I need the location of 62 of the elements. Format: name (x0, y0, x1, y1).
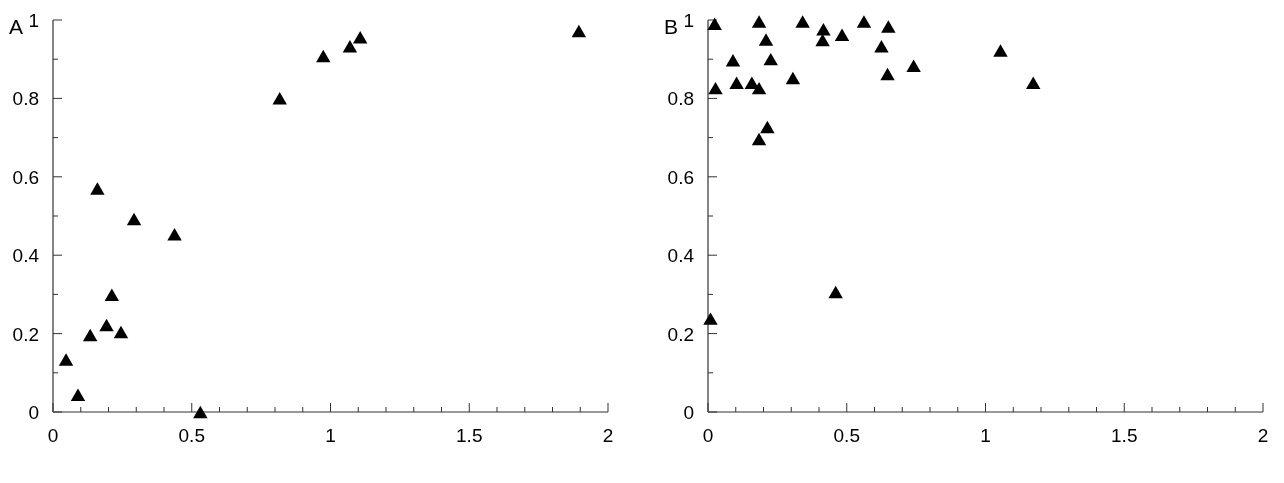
point (751, 132, 767, 146)
y-tick-label: 0.2 (12, 323, 39, 345)
point (272, 92, 287, 105)
point (828, 285, 843, 299)
point (1026, 76, 1041, 89)
point (880, 67, 895, 81)
point (571, 24, 587, 38)
y-tick-label: 0.4 (12, 245, 40, 267)
y-tick-label: 0.4 (667, 245, 695, 267)
point (906, 59, 921, 73)
x-tick-label: 0.5 (833, 425, 860, 446)
x-tick-label: 1 (980, 425, 991, 446)
point (193, 405, 208, 419)
point (758, 33, 774, 46)
point (751, 81, 767, 95)
chart-title: A (8, 15, 24, 38)
point (90, 182, 105, 195)
point (725, 54, 741, 67)
x-tick-label: 2 (602, 425, 614, 446)
x-tick-label: 2 (1257, 425, 1269, 446)
point (708, 81, 723, 95)
point (70, 388, 86, 401)
y-tick-label: 0.8 (12, 88, 39, 110)
y-tick-label: 0 (683, 402, 694, 423)
x-tick-label: 0.5 (178, 425, 205, 446)
point (113, 325, 129, 339)
y-tick-label: 1 (28, 10, 39, 31)
point (834, 28, 850, 42)
point (352, 30, 368, 44)
y-tick-label: 1 (683, 10, 694, 31)
y-tick-label: 0.6 (667, 166, 694, 188)
point (703, 312, 718, 325)
y-tick-label: 0.6 (12, 166, 39, 188)
x-tick-label: 0 (47, 425, 59, 446)
point (316, 49, 331, 63)
point (126, 212, 142, 226)
point (58, 353, 74, 366)
point (815, 33, 830, 47)
x-tick-label: 1.5 (1111, 425, 1138, 446)
y-tick-label: 0.8 (667, 88, 694, 110)
x-tick-label: 1.5 (456, 425, 483, 446)
point (760, 120, 775, 134)
chart-title: B (663, 15, 679, 38)
point (874, 39, 889, 53)
x-tick-label: 1 (325, 425, 336, 446)
point (816, 23, 831, 36)
point (167, 228, 182, 241)
point (342, 39, 358, 53)
point (99, 318, 114, 332)
y-tick-label: 0.2 (667, 323, 694, 345)
x-tick-label: 0 (702, 425, 714, 446)
point (881, 20, 896, 33)
point (104, 288, 120, 301)
point (729, 76, 744, 89)
point (856, 15, 872, 28)
point (795, 15, 810, 28)
point (751, 15, 767, 28)
point (785, 71, 801, 85)
point (763, 52, 778, 66)
y-tick-label: 0 (28, 402, 39, 423)
point (82, 328, 98, 342)
point (993, 44, 1008, 57)
